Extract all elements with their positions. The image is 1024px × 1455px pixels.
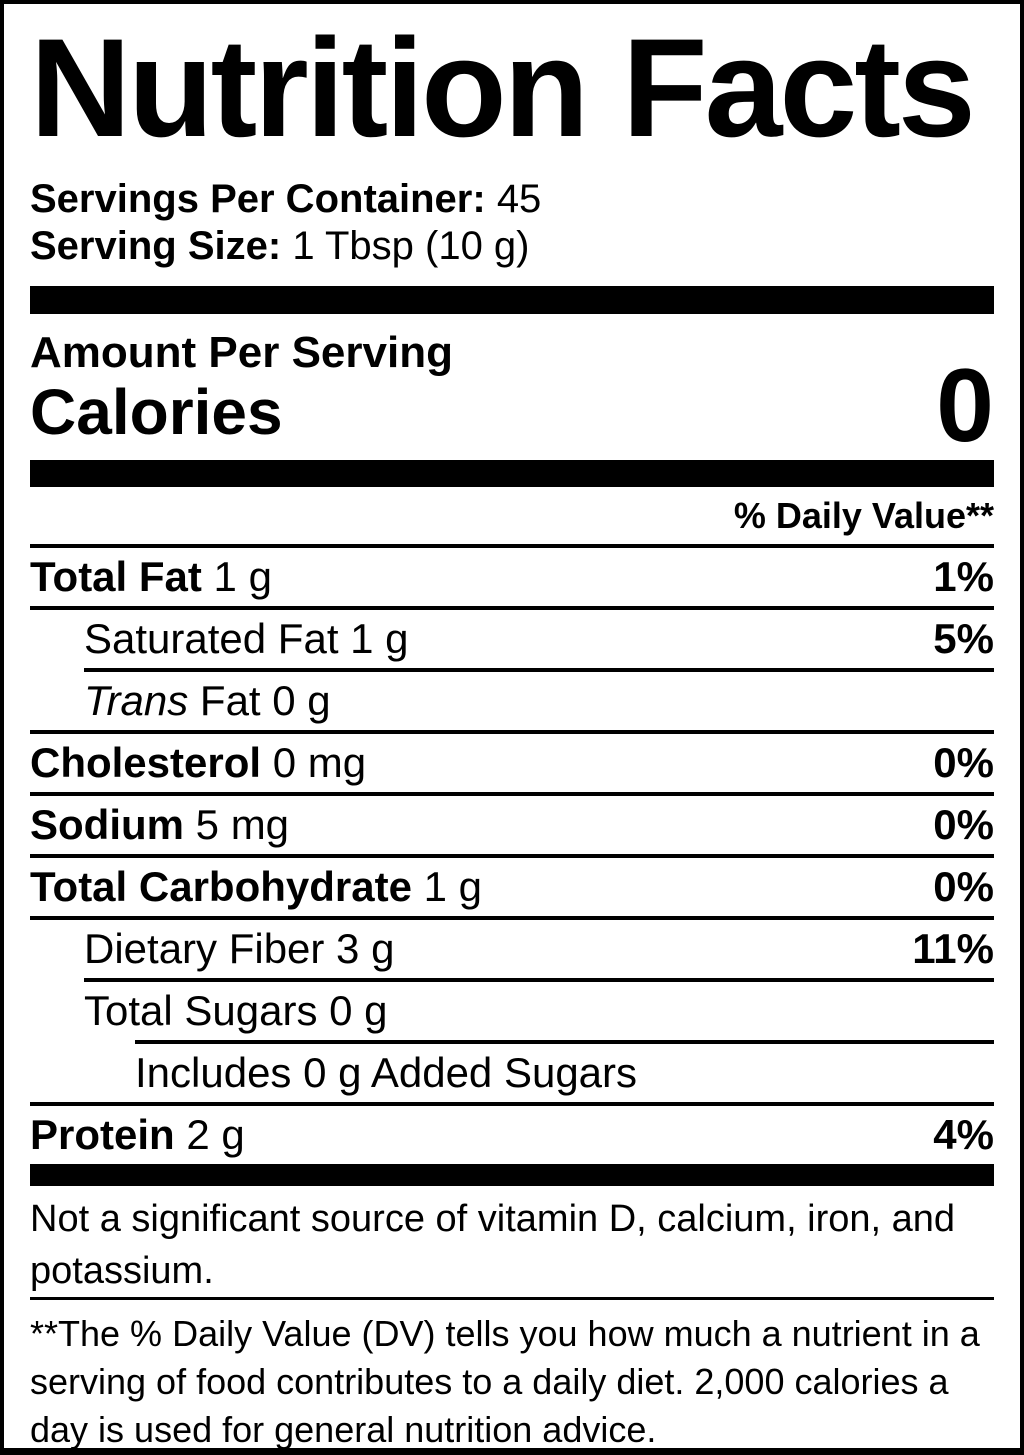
serving-info: Servings Per Container: 45 Serving Size:… [30, 176, 994, 270]
nutrient-name: Saturated Fat 1 g [84, 615, 409, 662]
nutrient-name: Trans Fat 0 g [84, 677, 331, 724]
separator-line [30, 730, 994, 734]
daily-value-header: % Daily Value** [733, 495, 994, 536]
separator-line [30, 606, 994, 610]
nutrient-name: Protein 2 g [30, 1111, 245, 1158]
separator-line [30, 544, 994, 548]
daily-value-percent: 0% [933, 801, 994, 848]
row-dietary-fiber: Dietary Fiber 3 g 11% [30, 920, 994, 978]
nutrient-name: Includes 0 g Added Sugars [135, 1049, 638, 1096]
serving-size-label: Serving Size: [30, 224, 282, 268]
daily-value-percent: 0% [933, 863, 994, 910]
nutrient-name: Sodium 5 mg [30, 801, 290, 848]
daily-value-percent: 11% [912, 925, 994, 972]
amount-per-serving-label: Amount Per Serving [30, 328, 453, 377]
daily-value-footnote: **The % Daily Value (DV) tells you how m… [30, 1313, 980, 1450]
separator-line [84, 668, 994, 672]
row-added-sugars: Includes 0 g Added Sugars [30, 1044, 994, 1102]
servings-per-container: Servings Per Container: 45 [30, 176, 994, 223]
not-significant-note: Not a significant source of vitamin D, c… [30, 1198, 956, 1292]
separator-line [135, 1040, 994, 1044]
thick-divider-bar [30, 286, 994, 314]
thick-divider-bar [30, 1164, 994, 1186]
calories-value: 0 [936, 348, 994, 464]
servings-per-container-value: 45 [496, 177, 542, 221]
label-title: Nutrition Facts [30, 9, 976, 166]
separator-line [30, 1297, 994, 1300]
serving-size: Serving Size: 1 Tbsp (10 g) [30, 223, 994, 270]
daily-value-percent: 0% [933, 739, 994, 786]
separator-line [30, 854, 994, 858]
row-sodium: Sodium 5 mg 0% [30, 796, 994, 854]
row-protein: Protein 2 g 4% [30, 1106, 994, 1164]
servings-per-container-label: Servings Per Container: [30, 177, 486, 221]
daily-value-percent: 1% [933, 553, 994, 600]
separator-line [30, 916, 994, 920]
nutrient-name: Dietary Fiber 3 g [84, 925, 395, 972]
row-total-carbohydrate: Total Carbohydrate 1 g 0% [30, 858, 994, 916]
nutrient-name: Total Carbohydrate 1 g [30, 863, 482, 910]
row-total-fat: Total Fat 1 g 1% [30, 548, 994, 606]
row-cholesterol: Cholesterol 0 mg 0% [30, 734, 994, 792]
serving-size-value: 1 Tbsp (10 g) [292, 224, 530, 268]
nutrient-name: Total Sugars 0 g [84, 987, 388, 1034]
row-saturated-fat: Saturated Fat 1 g 5% [30, 610, 994, 668]
row-trans-fat: Trans Fat 0 g [30, 672, 994, 730]
daily-value-percent: 4% [933, 1111, 994, 1158]
nutrient-name: Cholesterol 0 mg [30, 739, 367, 786]
separator-line [30, 792, 994, 796]
separator-line [84, 978, 994, 982]
calories-row: Calories 0 [30, 354, 994, 460]
daily-value-percent: 5% [933, 615, 994, 662]
nutrient-name: Total Fat 1 g [30, 553, 272, 600]
separator-line [30, 1102, 994, 1106]
thick-divider-bar [30, 460, 994, 487]
calories-label: Calories [30, 376, 283, 448]
row-total-sugars: Total Sugars 0 g [30, 982, 994, 1040]
